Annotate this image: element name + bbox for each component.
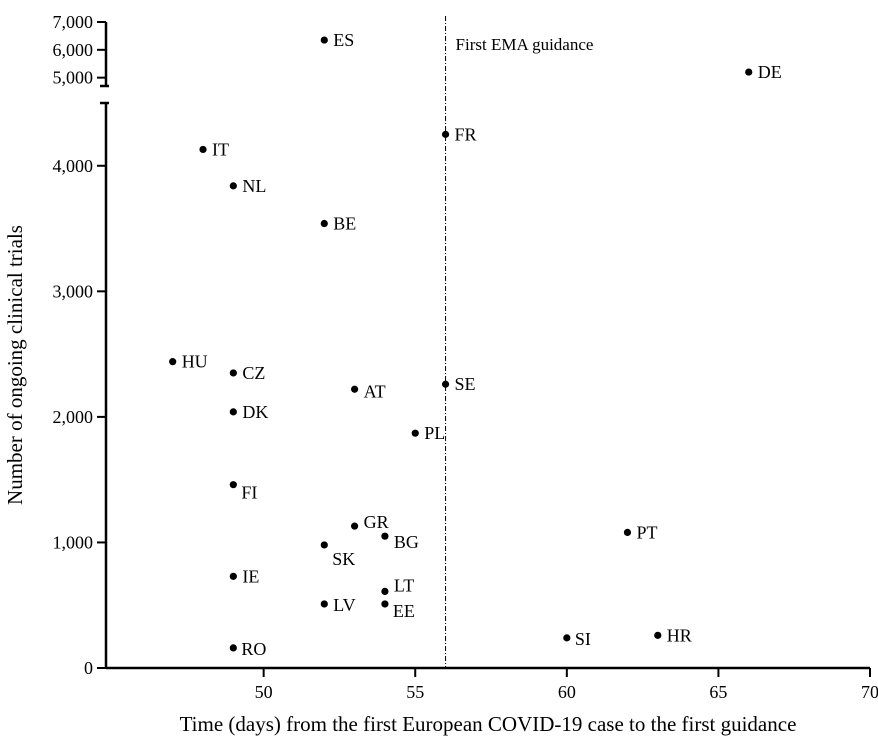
point-gr	[351, 523, 358, 530]
reference-line-group: First EMA guidance	[446, 16, 594, 668]
point-dk	[230, 408, 237, 415]
point-label-nl: NL	[242, 176, 266, 196]
y-tick-label: 1,000	[53, 532, 94, 552]
y-axis-title: Number of ongoing clinical trials	[3, 225, 27, 505]
x-tick-label: 60	[558, 682, 576, 702]
y-tick-label: 4,000	[53, 156, 94, 176]
point-cz	[230, 369, 237, 376]
y-tick-label: 0	[84, 658, 93, 678]
point-label-fi: FI	[241, 483, 257, 503]
reference-line-label: First EMA guidance	[456, 35, 594, 54]
point-it	[199, 146, 206, 153]
point-si	[563, 634, 570, 641]
point-label-hu: HU	[182, 352, 208, 372]
point-de	[745, 68, 752, 75]
point-label-cz: CZ	[242, 363, 265, 383]
axes	[100, 22, 870, 669]
point-ie	[230, 573, 237, 580]
point-hr	[654, 632, 661, 639]
point-pl	[412, 430, 419, 437]
point-label-ro: RO	[241, 639, 266, 659]
point-label-es: ES	[333, 30, 354, 50]
point-label-dk: DK	[242, 402, 268, 422]
point-ee	[381, 600, 388, 607]
point-label-se: SE	[455, 374, 476, 394]
point-label-at: AT	[364, 381, 386, 401]
point-label-gr: GR	[364, 512, 389, 532]
point-label-pl: PL	[424, 423, 445, 443]
x-tick-label: 50	[255, 682, 273, 702]
point-label-bg: BG	[394, 532, 419, 552]
point-bg	[381, 533, 388, 540]
data-points: ES DE FR IT NL BE HU CZ SE AT DK PL FI GR PT BG SK IE LT LV…	[169, 30, 782, 659]
point-lt	[381, 588, 388, 595]
y-tick-label: 3,000	[53, 281, 94, 301]
x-tick-label: 70	[861, 682, 878, 702]
point-label-hr: HR	[667, 625, 692, 645]
y-tick-label: 5,000	[53, 68, 94, 88]
x-tick-label: 55	[406, 682, 424, 702]
point-be	[321, 220, 328, 227]
point-pt	[624, 529, 631, 536]
point-fr	[442, 131, 449, 138]
point-label-lt: LT	[394, 575, 414, 595]
point-es	[321, 36, 328, 43]
point-label-be: BE	[333, 214, 356, 234]
point-label-si: SI	[575, 629, 591, 649]
ticks: 50 55 60 65 70 0 1,000 2,000 3,000 4,000 5,000 6,00…	[53, 12, 878, 702]
point-fi	[230, 481, 237, 488]
x-tick-label: 65	[709, 682, 727, 702]
point-sk	[321, 541, 328, 548]
point-at	[351, 386, 358, 393]
x-axis-title: Time (days) from the first European COVI…	[180, 712, 797, 736]
point-lv	[321, 600, 328, 607]
point-nl	[230, 182, 237, 189]
point-label-ie: IE	[242, 566, 259, 586]
y-tick-label: 2,000	[53, 407, 94, 427]
y-tick-label: 7,000	[53, 12, 94, 32]
y-tick-label: 6,000	[53, 40, 94, 60]
point-se	[442, 381, 449, 388]
point-label-ee: EE	[393, 601, 415, 621]
point-label-pt: PT	[636, 522, 657, 542]
point-label-fr: FR	[455, 124, 477, 144]
point-label-de: DE	[758, 62, 782, 82]
point-label-lv: LV	[333, 595, 355, 615]
point-ro	[230, 644, 237, 651]
point-hu	[169, 358, 176, 365]
point-label-sk: SK	[332, 549, 355, 569]
point-label-it: IT	[212, 139, 229, 159]
